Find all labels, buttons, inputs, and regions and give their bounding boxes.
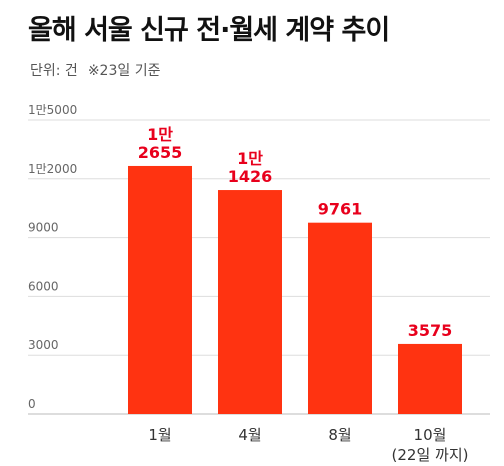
bar-value-label: 1만	[237, 149, 263, 168]
x-tick-label: 10월	[414, 426, 447, 444]
y-tick-label: 9000	[28, 221, 59, 235]
y-tick-label: 1만2000	[28, 162, 77, 176]
y-tick-label: 3000	[28, 338, 59, 352]
bar-value-label: 9761	[318, 200, 363, 219]
x-tick-sublabel: (22일 까지)	[392, 446, 469, 464]
bar	[128, 165, 192, 414]
bar	[218, 190, 282, 414]
chart-title: 올해 서울 신규 전·월세 계약 추이	[28, 15, 390, 46]
bar-value-label: 2655	[138, 143, 183, 162]
x-tick-label: 4월	[238, 426, 261, 444]
chart-subtitle: 단위: 건 ※23일 기준	[30, 60, 160, 80]
x-tick-label: 8월	[328, 426, 351, 444]
bar-value-label: 1만	[147, 125, 173, 144]
y-axis-ticks: 0 3000 6000 9000 1만2000 1만5000	[28, 103, 77, 411]
y-tick-label: 6000	[28, 279, 59, 293]
bar-value-label: 3575	[408, 321, 453, 340]
date-note: ※23일 기준	[87, 63, 161, 79]
x-tick-label: 1월	[148, 426, 171, 444]
bars	[128, 165, 462, 414]
bar-value-label: 1426	[228, 167, 273, 186]
bar	[398, 343, 462, 414]
y-tick-label: 0	[28, 397, 36, 411]
unit-note: 단위: 건	[30, 63, 78, 79]
y-tick-label: 1만5000	[28, 103, 77, 117]
bar	[308, 222, 372, 414]
x-axis-labels: 1월 4월 8월 10월 (22일 까지)	[148, 426, 468, 464]
